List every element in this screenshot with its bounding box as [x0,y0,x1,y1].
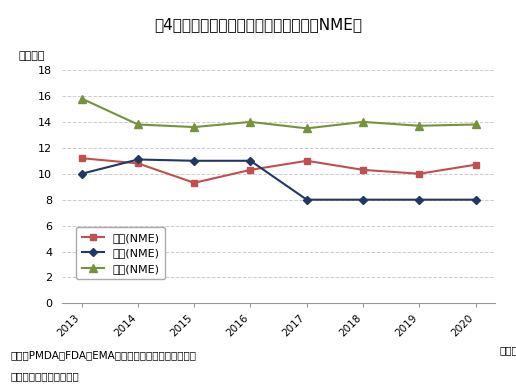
米国(NME) [191,158,197,163]
日本(NME) [78,156,85,161]
Line: 米国(NME): 米国(NME) [78,156,479,203]
日本(NME) [416,172,423,176]
欧州(NME) [473,122,479,127]
Legend: 日本(NME), 米国(NME), 欧州(NME): 日本(NME), 米国(NME), 欧州(NME) [76,227,165,279]
日本(NME) [191,180,197,185]
日本(NME) [360,168,366,172]
欧州(NME) [247,119,253,124]
日本(NME) [304,158,310,163]
日本(NME) [473,162,479,167]
日本(NME) [247,168,253,172]
欧州(NME) [360,119,366,124]
日本(NME) [135,161,141,166]
欧州(NME) [78,96,85,101]
Text: 出所：PMDA、FDA、EMAの各公開情報をもとに医薬産: 出所：PMDA、FDA、EMAの各公開情報をもとに医薬産 [10,350,196,360]
米国(NME) [360,197,366,202]
欧州(NME) [416,123,423,128]
Text: 围4　審査期間（中央値）の年次推移（NME）: 围4 審査期間（中央値）の年次推移（NME） [154,18,362,33]
米国(NME) [135,157,141,162]
Text: （承認年）: （承認年） [499,345,516,356]
米国(NME) [473,197,479,202]
欧州(NME) [135,122,141,127]
米国(NME) [78,172,85,176]
Line: 欧州(NME): 欧州(NME) [78,95,479,132]
欧州(NME) [191,125,197,130]
Text: （月数）: （月数） [19,51,45,61]
米国(NME) [416,197,423,202]
米国(NME) [304,197,310,202]
米国(NME) [247,158,253,163]
Text: 業政策研究所にて作成: 業政策研究所にて作成 [10,371,79,382]
欧州(NME) [304,126,310,131]
Line: 日本(NME): 日本(NME) [78,155,479,186]
